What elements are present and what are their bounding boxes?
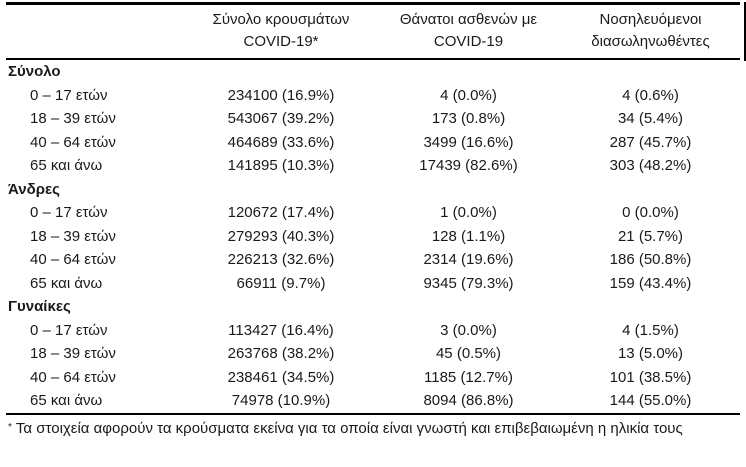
deaths-cell: 9345 (79.3%): [423, 274, 514, 292]
intubated-cell: 0 (0.0%): [622, 204, 679, 221]
table-row: 65 και άνω 66911 (9.7%) 9345 (79.3%) 159…: [6, 272, 740, 296]
section-row-women: Γυναίκες: [6, 295, 740, 319]
intubated-cell: 34 (5.4%): [617, 110, 684, 127]
header-row: Σύνολο κρουσμάτων COVID-19* Θάνατοι ασθε…: [6, 3, 740, 60]
cases-cell: 263768 (38.2%): [227, 345, 335, 362]
section-row-total: Σύνολο: [6, 59, 740, 84]
intubated-cell: 303 (48.2%): [609, 157, 692, 174]
section-label: Γυναίκες: [8, 298, 71, 315]
intubated-cell: 159 (43.4%): [609, 274, 692, 292]
intubated-cell: 144 (55.0%): [609, 392, 692, 409]
intubated-cell: 4 (1.5%): [622, 321, 679, 339]
deaths-cell: 2314 (19.6%): [423, 251, 514, 268]
footnote: * Τα στοιχεία αφορούν τα κρούσματα εκείνα…: [6, 415, 740, 438]
cases-cell: 238461 (34.5%): [227, 368, 335, 386]
cases-cell: 226213 (32.6%): [227, 251, 335, 268]
deaths-cell: 3499 (16.6%): [423, 133, 514, 151]
deaths-cell: 173 (0.8%): [431, 110, 506, 127]
cases-cell: 464689 (33.6%): [227, 133, 335, 151]
table-row: 65 και άνω 141895 (10.3%) 17439 (82.6%) …: [6, 154, 740, 178]
table-row: 40 – 64 ετών 238461 (34.5%) 1185 (12.7%)…: [6, 366, 740, 390]
cases-cell: 66911 (9.7%): [236, 274, 326, 292]
age-label-cell: 18 – 39 ετών: [30, 345, 116, 362]
col-header-deaths: Θάνατοι ασθενών με COVID-19: [376, 3, 561, 60]
footnote-marker: *: [8, 421, 12, 433]
cases-cell: 113427 (16.4%): [228, 321, 334, 339]
cases-cell: 234100 (16.9%): [227, 86, 335, 104]
col-header-intubated-line1: Νοσηλευόμενοι: [599, 11, 702, 28]
page-edge-line: [744, 2, 746, 61]
intubated-cell: 4 (0.6%): [622, 86, 679, 104]
col-header-intubated-line2: διασωληνωθέντες: [591, 33, 710, 50]
age-label-cell: 0 – 17 ετών: [30, 204, 108, 221]
deaths-cell: 1 (0.0%): [440, 204, 497, 221]
age-label-cell: 18 – 39 ετών: [30, 110, 116, 127]
deaths-cell: 3 (0.0%): [440, 321, 497, 339]
intubated-cell: 21 (5.7%): [617, 227, 684, 245]
col-header-cases: Σύνολο κρουσμάτων COVID-19*: [186, 3, 376, 60]
age-label-cell: 65 και άνω: [30, 274, 103, 292]
deaths-cell: 1185 (12.7%): [424, 368, 513, 386]
age-label-cell: 0 – 17 ετών: [30, 86, 108, 104]
col-header-deaths-line1: Θάνατοι ασθενών με: [399, 11, 538, 28]
intubated-cell: 13 (5.0%): [617, 345, 684, 362]
table-row: 0 – 17 ετών 234100 (16.9%) 4 (0.0%) 4 (0…: [6, 84, 740, 108]
table-row: 40 – 64 ετών 226213 (32.6%) 2314 (19.6%)…: [6, 248, 740, 272]
deaths-cell: 128 (1.1%): [431, 227, 506, 245]
table-row: 0 – 17 ετών 120672 (17.4%) 1 (0.0%) 0 (0…: [6, 201, 740, 225]
deaths-cell: 4 (0.0%): [440, 86, 497, 104]
age-label-cell: 40 – 64 ετών: [30, 251, 116, 268]
intubated-cell: 186 (50.8%): [609, 251, 692, 268]
footnote-text: Τα στοιχεία αφορούν τα κρούσματα εκείνα …: [15, 419, 683, 437]
col-header-cases-line2: COVID-19*: [243, 33, 319, 50]
table-row: 40 – 64 ετών 464689 (33.6%) 3499 (16.6%)…: [6, 131, 740, 155]
deaths-cell: 17439 (82.6%): [419, 157, 518, 174]
age-label-cell: 40 – 64 ετών: [30, 133, 116, 151]
col-header-cases-line1: Σύνολο κρουσμάτων: [212, 11, 350, 28]
table-row: 18 – 39 ετών 543067 (39.2%) 173 (0.8%) 3…: [6, 107, 740, 131]
covid-age-table: Σύνολο κρουσμάτων COVID-19* Θάνατοι ασθε…: [6, 2, 740, 415]
table-row: 0 – 17 ετών 113427 (16.4%) 3 (0.0%) 4 (1…: [6, 319, 740, 343]
age-label-cell: 65 και άνω: [30, 392, 103, 409]
table-row: 65 και άνω 74978 (10.9%) 8094 (86.8%) 14…: [6, 389, 740, 414]
deaths-cell: 8094 (86.8%): [423, 392, 514, 409]
age-label-cell: 0 – 17 ετών: [30, 321, 108, 339]
age-label-cell: 18 – 39 ετών: [30, 227, 116, 245]
age-label-cell: 40 – 64 ετών: [30, 368, 116, 386]
section-row-men: Άνδρες: [6, 178, 740, 202]
section-label: Άνδρες: [8, 180, 60, 198]
section-label: Σύνολο: [8, 63, 61, 80]
cases-cell: 141895 (10.3%): [227, 157, 335, 174]
col-header-intubated: Νοσηλευόμενοι διασωληνωθέντες: [561, 3, 740, 60]
cases-cell: 279293 (40.3%): [227, 227, 335, 245]
age-label-cell: 65 και άνω: [30, 157, 103, 174]
table-row: 18 – 39 ετών 279293 (40.3%) 128 (1.1%) 2…: [6, 225, 740, 249]
col-header-blank: [6, 3, 186, 60]
deaths-cell: 45 (0.5%): [435, 345, 502, 362]
col-header-deaths-line2: COVID-19: [433, 33, 504, 50]
cases-cell: 543067 (39.2%): [227, 110, 335, 127]
intubated-cell: 101 (38.5%): [609, 368, 692, 386]
intubated-cell: 287 (45.7%): [609, 133, 692, 151]
cases-cell: 74978 (10.9%): [231, 392, 331, 409]
table-row: 18 – 39 ετών 263768 (38.2%) 45 (0.5%) 13…: [6, 342, 740, 366]
cases-cell: 120672 (17.4%): [227, 204, 335, 221]
